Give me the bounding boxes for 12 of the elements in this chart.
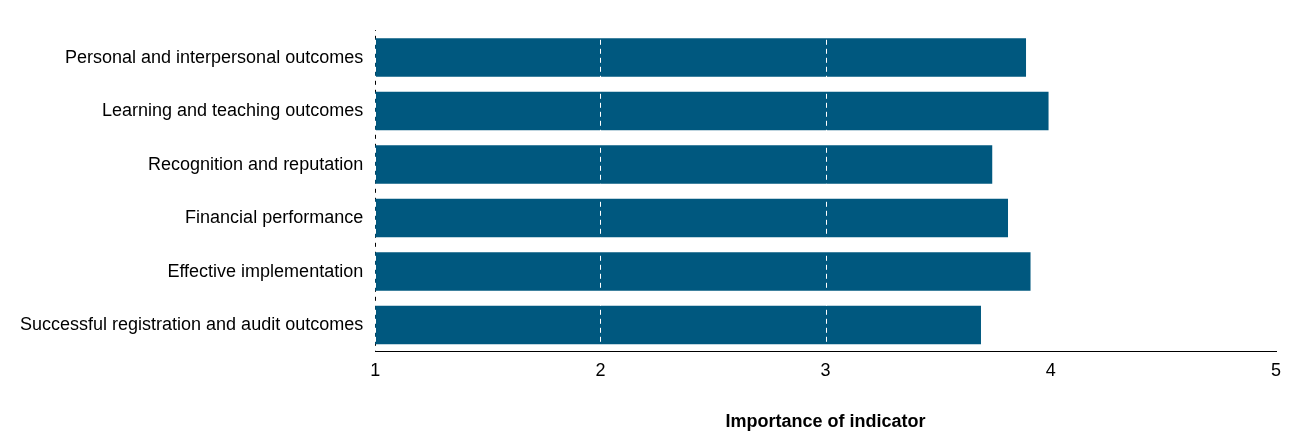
x-tick-label: 4 <box>1045 359 1056 380</box>
x-tick-label: 1 <box>370 359 381 380</box>
y-tick-label: Recognition and reputation <box>148 153 364 174</box>
x-axis-title: Importance of indicator <box>725 411 926 432</box>
y-tick-label: Learning and teaching outcomes <box>102 100 364 121</box>
x-tick-label: 2 <box>595 359 606 380</box>
y-tick-label: Personal and interpersonal outcomes <box>65 46 364 67</box>
x-tick-label: 3 <box>820 359 831 380</box>
x-tick-label: 5 <box>1270 359 1282 380</box>
y-tick-label: Financial performance <box>185 207 364 228</box>
y-tick-label: Effective implementation <box>167 260 364 281</box>
y-tick-label: Successful registration and audit outcomes <box>20 314 364 335</box>
